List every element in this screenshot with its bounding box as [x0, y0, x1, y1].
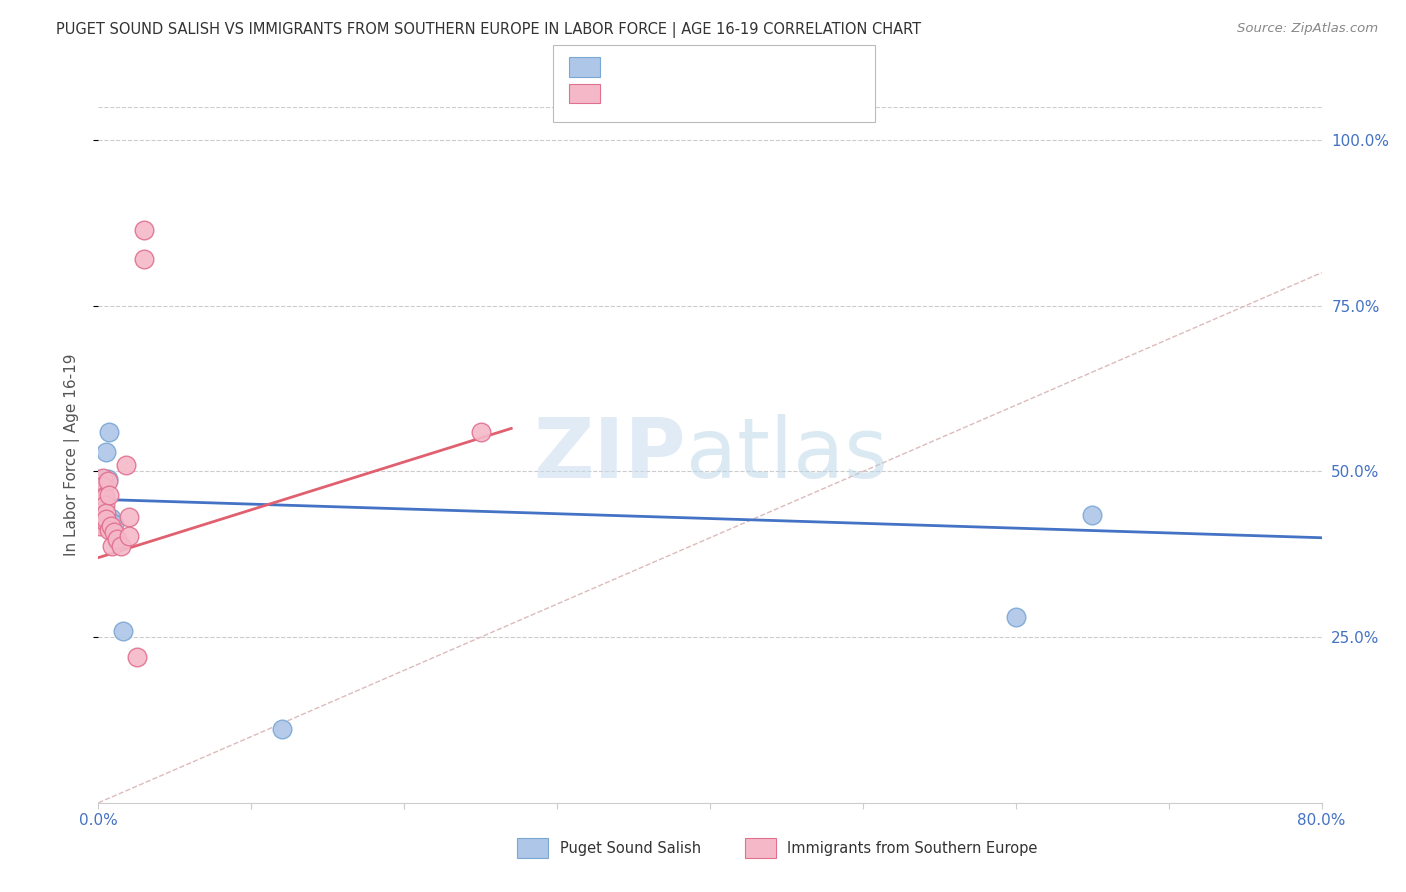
Point: [270, 722, 292, 736]
Point: [91, 490, 114, 504]
Point: [90, 500, 112, 515]
Text: Immigrants from Southern Europe: Immigrants from Southern Europe: [787, 841, 1038, 855]
Point: [91, 471, 114, 485]
Text: Source: ZipAtlas.com: Source: ZipAtlas.com: [1237, 22, 1378, 36]
Point: [87, 475, 110, 489]
Point: [91, 500, 114, 515]
Point: [90, 492, 112, 507]
Point: [91, 479, 114, 493]
Text: N =: N =: [724, 60, 758, 74]
Point: [98, 425, 121, 439]
Point: [89, 491, 111, 505]
Point: [87, 517, 110, 532]
Point: [91, 508, 114, 522]
Point: [134, 222, 156, 236]
Text: Puget Sound Salish: Puget Sound Salish: [560, 841, 700, 855]
Point: [90, 498, 112, 512]
Point: [93, 490, 115, 504]
Point: [93, 514, 115, 528]
Point: [101, 539, 124, 553]
Point: [94, 506, 117, 520]
Point: [134, 252, 156, 267]
Point: [105, 534, 128, 549]
Point: [93, 498, 115, 512]
Point: [90, 506, 112, 520]
Point: [94, 512, 117, 526]
Point: [125, 650, 148, 665]
Point: [98, 523, 121, 537]
Point: [103, 525, 125, 540]
Point: [89, 511, 111, 525]
Point: [90, 508, 112, 522]
Point: [111, 624, 134, 638]
Text: ZIP: ZIP: [533, 415, 686, 495]
Text: R =: R =: [612, 87, 645, 101]
Point: [91, 503, 114, 517]
Point: [97, 475, 120, 489]
Point: [101, 516, 124, 531]
Point: [105, 532, 128, 546]
Text: 0.471: 0.471: [651, 87, 704, 101]
Y-axis label: In Labor Force | Age 16-19: In Labor Force | Age 16-19: [65, 353, 80, 557]
Text: PUGET SOUND SALISH VS IMMIGRANTS FROM SOUTHERN EUROPE IN LABOR FORCE | AGE 16-19: PUGET SOUND SALISH VS IMMIGRANTS FROM SO…: [56, 22, 921, 38]
Point: [110, 539, 132, 553]
Point: [118, 509, 141, 524]
Text: R =: R =: [612, 60, 645, 74]
Point: [100, 518, 122, 533]
Text: 29: 29: [763, 87, 785, 101]
Point: [97, 472, 120, 486]
Point: [118, 529, 141, 543]
Point: [100, 511, 122, 525]
Point: [1081, 508, 1104, 522]
Text: atlas: atlas: [686, 415, 887, 495]
Point: [91, 492, 114, 507]
Point: [93, 511, 115, 525]
Point: [90, 512, 112, 526]
Point: [115, 458, 138, 472]
Text: 22: 22: [763, 60, 785, 74]
Point: [89, 518, 111, 533]
Text: -0.166: -0.166: [651, 60, 706, 74]
Point: [1004, 610, 1026, 624]
Point: [94, 444, 117, 458]
Point: [98, 488, 121, 502]
Point: [103, 517, 125, 532]
Point: [470, 425, 492, 439]
Point: [89, 472, 111, 486]
Text: N =: N =: [724, 87, 758, 101]
